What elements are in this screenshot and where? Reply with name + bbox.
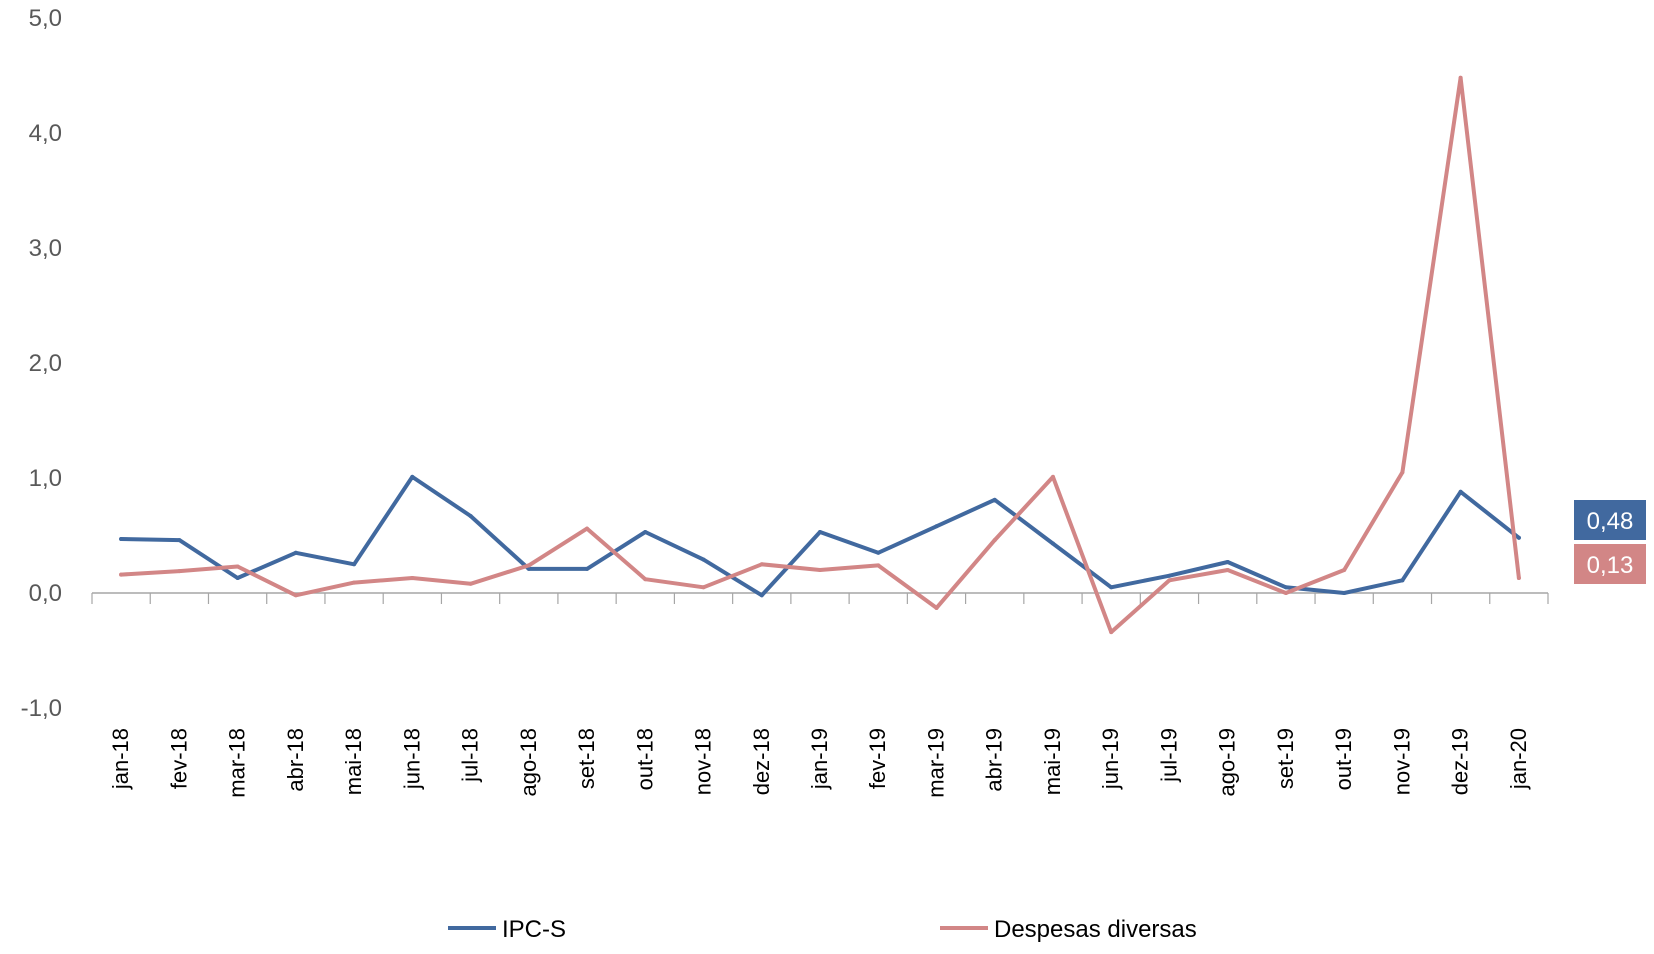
data-point <box>759 593 764 598</box>
y-tick-label: 4,0 <box>29 120 62 147</box>
data-point <box>759 562 764 567</box>
label-layer: 0,48 0,13 <box>1574 500 1646 584</box>
legend-label: Despesas diversas <box>994 916 1197 943</box>
x-tick-label: set-19 <box>1273 728 1298 789</box>
x-tick-label: jul-18 <box>458 728 483 783</box>
x-tick-label: mai-19 <box>1040 728 1065 795</box>
x-tick-label: out-19 <box>1331 728 1356 790</box>
y-tick-label: 2,0 <box>29 350 62 377</box>
data-point <box>1167 573 1172 578</box>
data-point <box>1109 585 1114 590</box>
x-tick-label: out-18 <box>632 728 657 790</box>
data-point <box>992 497 997 502</box>
x-tick-label: dez-19 <box>1448 728 1473 795</box>
data-point <box>876 563 881 568</box>
y-tick-label: 5,0 <box>29 5 62 32</box>
x-tick-label: jul-19 <box>1156 728 1181 783</box>
x-tick-label: jan-20 <box>1506 728 1531 790</box>
y-tick-label: 0,0 <box>29 580 62 607</box>
data-point <box>177 569 182 574</box>
y-tick-label: 3,0 <box>29 235 62 262</box>
data-point <box>1400 470 1405 475</box>
data-point <box>585 526 590 531</box>
data-point <box>1400 578 1405 583</box>
data-point <box>701 557 706 562</box>
y-tick-label: 1,0 <box>29 465 62 492</box>
x-tick-label: jan-19 <box>807 728 832 790</box>
data-point <box>1050 541 1055 546</box>
data-point <box>1516 535 1521 540</box>
data-point <box>1225 559 1230 564</box>
x-tick-label: fev-19 <box>865 728 890 789</box>
data-point <box>293 593 298 598</box>
data-point <box>1109 630 1114 635</box>
data-point <box>1458 75 1463 80</box>
legend-label: IPC-S <box>502 916 566 943</box>
data-point <box>934 524 939 529</box>
x-tick-label: mar-18 <box>225 728 250 798</box>
end-label-box <box>1574 544 1646 584</box>
data-point <box>410 576 415 581</box>
end-label-box <box>1574 500 1646 540</box>
x-tick-label: fev-18 <box>166 728 191 789</box>
data-point <box>992 538 997 543</box>
data-point <box>1342 568 1347 572</box>
data-point <box>1516 576 1521 581</box>
y-tick-label: -1,0 <box>21 695 62 722</box>
x-tick-label: jun-19 <box>1098 728 1123 790</box>
data-point <box>1283 591 1288 595</box>
end-value-label: 0,48 <box>1587 508 1634 535</box>
x-tick-label: abr-18 <box>283 728 308 792</box>
series-line-1 <box>119 75 1521 635</box>
data-point <box>934 605 939 610</box>
data-point <box>1283 585 1288 590</box>
end-value-label: 0,13 <box>1587 552 1634 579</box>
data-point <box>701 585 706 590</box>
axis-layer: -1,0 0,0 1,0 2,0 3,0 4,0 5,0 jan-18 fev-18 mar-18… <box>21 5 1549 798</box>
x-tick-label: mar-19 <box>923 728 948 798</box>
series-layer <box>119 75 1521 635</box>
data-point <box>1458 489 1463 494</box>
x-tick-label: set-18 <box>574 728 599 789</box>
data-point <box>1167 578 1172 583</box>
data-point <box>818 568 822 572</box>
data-point <box>119 572 124 577</box>
data-point <box>1050 474 1055 479</box>
x-tick-label: dez-18 <box>749 728 774 795</box>
data-point <box>585 566 590 571</box>
x-tick-label: abr-19 <box>982 728 1007 792</box>
data-point <box>1225 568 1230 572</box>
data-point <box>818 530 822 535</box>
data-point <box>235 576 240 581</box>
series-line-0 <box>119 474 1521 598</box>
data-point <box>352 580 357 585</box>
data-point <box>177 538 182 543</box>
data-point <box>876 550 881 555</box>
data-point <box>352 562 357 567</box>
data-point <box>643 577 648 582</box>
data-point <box>526 563 531 568</box>
data-point <box>235 564 240 569</box>
legend: IPC-S Despesas diversas <box>448 916 1197 943</box>
data-point <box>468 581 473 586</box>
x-tick-label: ago-18 <box>516 728 541 797</box>
data-point <box>119 536 124 541</box>
x-tick-label: mai-18 <box>341 728 366 795</box>
x-tick-label: nov-19 <box>1389 728 1414 795</box>
data-point <box>526 566 531 571</box>
x-tick-label: jan-18 <box>108 728 133 790</box>
data-point <box>468 513 473 518</box>
data-point <box>410 474 415 479</box>
data-point <box>1342 591 1347 595</box>
x-tick-label: nov-18 <box>691 728 716 795</box>
data-point <box>643 530 648 535</box>
data-point <box>293 550 298 555</box>
x-tick-label: jun-18 <box>399 728 424 790</box>
x-tick-label: ago-19 <box>1215 728 1240 797</box>
